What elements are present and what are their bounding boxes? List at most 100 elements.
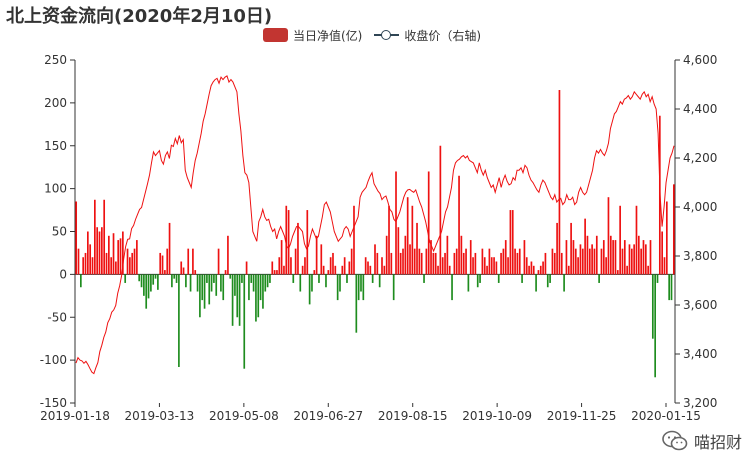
legend-item-close-price[interactable]: 收盘价（右轴) [374, 27, 481, 44]
net-flow-bar [185, 274, 187, 288]
net-flow-bar [304, 257, 306, 275]
net-flow-bar [409, 244, 411, 275]
net-flow-bar [647, 265, 649, 275]
net-flow-bar [609, 235, 612, 275]
net-flow-bar [451, 274, 453, 301]
net-flow-bar [332, 252, 334, 275]
net-flow-bar [313, 270, 316, 275]
net-flow-bar [637, 235, 640, 275]
net-flow-bar [423, 274, 425, 283]
y-right-tick-label: 4,400 [683, 102, 717, 116]
net-flow-bar [567, 265, 570, 275]
net-flow-bar [222, 274, 225, 301]
net-flow-bar [308, 274, 311, 305]
net-flow-bar [259, 274, 262, 301]
net-flow-bar [593, 248, 596, 275]
net-flow-bar [103, 199, 106, 275]
net-flow-bar [546, 274, 549, 288]
net-flow-bar [523, 240, 526, 275]
net-flow-bar [542, 261, 544, 275]
net-flow-bar [89, 244, 92, 275]
net-flow-bar [665, 201, 668, 275]
net-flow-bar [164, 270, 166, 275]
y-right-tick-label: 3,800 [683, 249, 717, 263]
net-flow-bar [371, 274, 374, 283]
net-flow-bar [243, 274, 246, 369]
net-flow-bar [297, 222, 299, 275]
net-flow-bar [612, 240, 614, 275]
net-flow-bar [502, 248, 505, 275]
net-flow-bar [215, 274, 218, 296]
net-flow-bar [651, 274, 654, 339]
net-flow-bar [285, 205, 288, 275]
net-flow-bar [654, 274, 656, 378]
net-flow-bar [206, 274, 208, 283]
net-flow-bar [154, 274, 157, 279]
net-flow-bar [476, 274, 479, 288]
net-flow-bar [504, 240, 507, 275]
net-flow-bar [131, 252, 134, 275]
net-flow-bar [327, 270, 330, 275]
net-flow-bar [453, 252, 456, 275]
net-flow-bar [269, 274, 271, 283]
x-tick-label: 2019-06-27 [293, 409, 363, 423]
net-flow-bar [397, 227, 400, 275]
net-flow-bar [427, 171, 430, 275]
net-flow-bar [201, 274, 204, 301]
net-flow-bar [511, 210, 514, 275]
net-flow-bar [84, 252, 87, 275]
legend-item-net-flow[interactable]: 当日净值(亿) [263, 27, 362, 44]
net-flow-bar [514, 248, 516, 275]
net-flow-bar [245, 261, 248, 275]
net-flow-bar [360, 274, 362, 292]
y-left-tick-label: 150 [44, 139, 67, 153]
net-flow-bar [280, 240, 283, 275]
net-flow-bar [623, 240, 626, 275]
net-flow-bar [483, 257, 486, 275]
net-flow-bar [619, 205, 621, 275]
net-flow-bar [175, 274, 178, 283]
net-flow-bar [425, 248, 428, 275]
net-flow-bar [126, 248, 129, 275]
net-flow-bar [343, 257, 346, 275]
net-flow-bar [563, 274, 565, 292]
net-flow-bar [570, 222, 572, 275]
net-flow-bar [668, 274, 670, 301]
net-flow-bar [493, 257, 495, 275]
net-flow-bar [348, 261, 351, 275]
net-flow-bar [157, 274, 159, 290]
wechat-icon [662, 430, 688, 451]
net-flow-bar [173, 274, 176, 279]
y-right-tick-label: 4,600 [683, 53, 717, 67]
net-flow-bar [574, 248, 577, 275]
net-flow-bar [136, 240, 138, 275]
net-flow-bar [481, 248, 484, 275]
net-flow-bar [196, 274, 199, 292]
net-flow-bar [376, 252, 379, 275]
net-flow-bar [168, 222, 171, 275]
net-flow-bar [495, 261, 498, 275]
net-flow-bar [605, 257, 607, 275]
x-tick-label: 2019-11-25 [547, 409, 617, 423]
net-flow-bar [381, 257, 383, 275]
net-flow-bar [602, 240, 605, 275]
net-flow-bar [98, 231, 101, 275]
net-flow-bar [635, 205, 638, 275]
y-right-tick-label: 3,600 [683, 298, 717, 312]
y-left-tick-label: -50 [47, 310, 67, 324]
net-flow-bar [178, 274, 180, 367]
net-flow-bar [140, 274, 143, 288]
net-flow-bar [159, 252, 162, 275]
net-flow-bar [101, 227, 103, 275]
net-flow-bar [374, 244, 376, 275]
chart-legend[interactable]: 当日净值(亿) 收盘价（右轴) [263, 26, 493, 44]
net-flow-bar [663, 257, 666, 275]
net-flow-bar [208, 274, 211, 305]
net-flow-bar [614, 240, 617, 275]
net-flow-bar [180, 261, 183, 275]
net-flow-bar [187, 248, 190, 275]
net-flow-bar [262, 274, 264, 309]
net-flow-bar [628, 244, 631, 275]
net-flow-bar [537, 270, 540, 275]
net-flow-bar [203, 274, 206, 309]
